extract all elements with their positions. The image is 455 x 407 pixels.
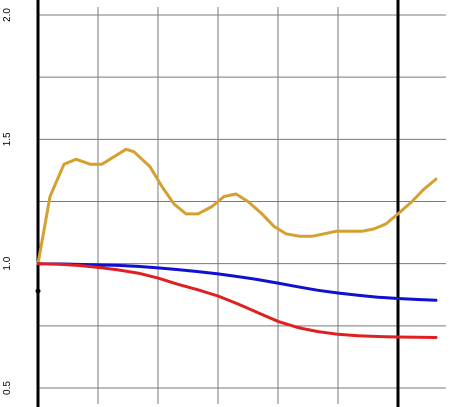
vertical-reference-lines xyxy=(36,0,400,407)
data-points xyxy=(35,288,41,294)
y-gridlines xyxy=(38,14,446,389)
y-tick-label-3: 2.0 xyxy=(2,8,13,22)
series-line-2 xyxy=(36,262,438,339)
x-gridlines xyxy=(37,7,399,404)
series-lines xyxy=(36,147,438,339)
series-line-0 xyxy=(36,147,438,266)
y-tick-label-0: 0.5 xyxy=(2,381,13,395)
y-axis-ticks: 0.5 1.0 1.5 2.0 xyxy=(2,8,13,395)
data-point xyxy=(35,288,41,294)
y-tick-label-1: 1.0 xyxy=(2,256,13,270)
series-line-1 xyxy=(36,262,438,302)
y-tick-label-2: 1.5 xyxy=(2,132,13,146)
